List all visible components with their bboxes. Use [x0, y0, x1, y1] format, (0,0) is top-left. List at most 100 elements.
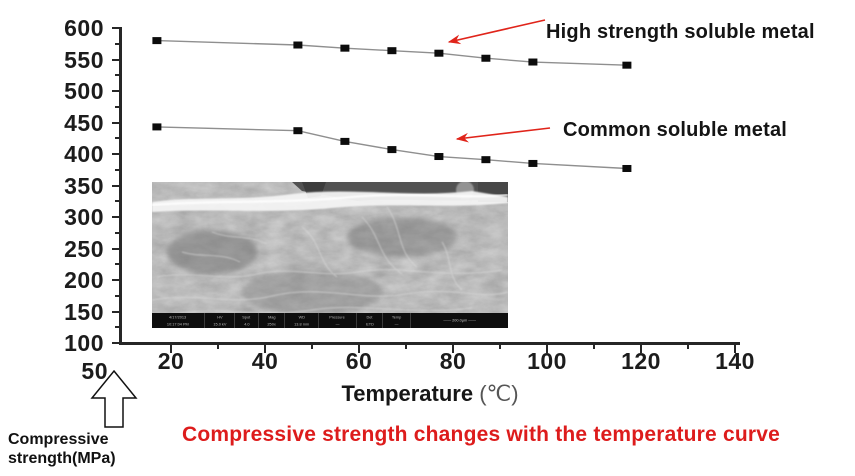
series-line-1	[156, 126, 627, 170]
y-tick-label: 350	[64, 172, 104, 199]
sem-info-label: Spot	[242, 315, 251, 319]
sem-info-column: WD 13.8 mm	[284, 313, 318, 328]
sem-info-column: HV 15.0 kV	[204, 313, 234, 328]
y-minor-tick	[115, 326, 120, 329]
sem-info-label: Temp	[391, 315, 402, 319]
y-major-tick	[112, 27, 120, 29]
series-marker	[481, 54, 491, 62]
y-axis-line	[119, 27, 122, 345]
x-minor-tick	[405, 344, 407, 349]
y-tick-label: 100	[64, 330, 104, 356]
figure-caption: Compressive strength changes with the te…	[181, 423, 780, 446]
sem-info-value: 13.8 mm	[294, 322, 309, 326]
sem-info-column: Spot 4.0	[234, 313, 258, 328]
y-tick-label: 500	[64, 78, 104, 104]
sem-info-column: Det ETD	[356, 313, 382, 328]
x-tick-label: 20	[157, 348, 185, 374]
sem-info-column: Mag 250x	[258, 313, 284, 328]
y-minor-tick	[115, 231, 120, 234]
sem-scale-label: —— 200.0µm ——	[443, 318, 476, 323]
x-axis-line	[119, 342, 740, 345]
y-tick-label: 300	[64, 204, 104, 230]
x-axis-unit: (℃)	[479, 381, 519, 406]
x-tick-label: 60	[345, 348, 373, 374]
series-marker	[481, 156, 491, 164]
y-minor-tick	[115, 74, 120, 77]
y-tick-label: 150	[64, 298, 104, 325]
series-marker	[340, 137, 350, 145]
y-tick-label: 200	[64, 267, 104, 293]
sem-info-column: 4/17/2013 10:17:04 PM	[152, 313, 204, 328]
series-marker	[293, 41, 303, 49]
sem-info-label: WD	[298, 315, 305, 319]
sem-info-value: —	[394, 322, 399, 326]
y-major-tick	[112, 90, 120, 92]
sem-info-value: —	[335, 322, 340, 326]
x-major-tick	[452, 344, 454, 353]
y-major-tick	[112, 310, 120, 313]
y-minor-tick	[115, 294, 120, 297]
y-major-tick	[112, 153, 120, 155]
sem-scale-bar: —— 200.0µm ——	[410, 313, 508, 328]
annotation-arrow-common	[455, 127, 551, 143]
series-label-common: Common soluble metal	[563, 119, 788, 141]
y-tick-label: 450	[64, 109, 104, 136]
y-major-tick	[112, 342, 120, 344]
x-major-tick	[264, 344, 266, 353]
y-tick-label: 400	[64, 141, 104, 167]
sem-info-value: 15.0 kV	[212, 322, 227, 326]
y-tick-label: 550	[64, 46, 104, 73]
x-tick-label: 100	[527, 348, 567, 374]
series-marker	[528, 159, 538, 167]
x-tick-label: 80	[439, 348, 467, 374]
y-minor-tick	[115, 263, 120, 266]
y-axis-title-line1: Compressive	[8, 431, 109, 448]
y-major-tick	[112, 247, 120, 250]
sem-info-value: 250x	[267, 322, 276, 326]
sem-info-label: 4/17/2013	[169, 315, 187, 319]
x-tick-label: 40	[251, 348, 279, 374]
series-line-0	[156, 39, 627, 66]
y-major-tick	[112, 58, 120, 61]
x-minor-tick	[217, 344, 219, 349]
y-minor-tick	[115, 200, 120, 203]
x-minor-tick	[687, 344, 689, 349]
sem-info-value: 4.0	[243, 322, 250, 326]
sem-info-label: Mag	[267, 315, 276, 319]
series-marker	[152, 123, 162, 131]
sem-micrograph-image: 4/17/2013 10:17:04 PM HV 15.0 kV Spot 4.0 Mag 2…	[152, 182, 508, 328]
y-major-tick	[112, 121, 120, 124]
series-marker	[528, 58, 538, 66]
y-minor-tick	[115, 137, 120, 140]
x-major-tick	[358, 344, 360, 353]
y-major-tick	[112, 216, 120, 218]
y-tick-label-below-axis: 50	[81, 358, 108, 384]
series-marker	[340, 44, 350, 52]
x-axis-title-text: Temperature	[341, 381, 474, 406]
y-minor-tick	[115, 105, 120, 108]
sem-info-label: Pressure	[329, 315, 346, 319]
x-major-tick	[640, 344, 642, 353]
sem-info-column: Pressure —	[318, 313, 356, 328]
sem-info-column: Temp —	[382, 313, 410, 328]
y-tick-label: 250	[64, 235, 104, 262]
y-minor-tick	[115, 168, 120, 171]
sem-texture	[152, 182, 508, 328]
x-minor-tick	[593, 344, 595, 349]
series-marker	[387, 146, 397, 154]
x-tick-label: 140	[715, 348, 755, 374]
x-major-tick	[170, 344, 172, 353]
x-tick-label: 120	[621, 348, 661, 374]
series-marker	[387, 47, 397, 55]
y-minor-tick	[115, 42, 120, 45]
x-major-tick	[546, 344, 548, 353]
annotation-arrow-high	[447, 19, 546, 45]
series-marker	[622, 61, 632, 69]
sem-info-value: 10:17:04 PM	[167, 322, 189, 326]
y-tick-label: 600	[64, 15, 104, 41]
series-layer	[152, 37, 632, 172]
series-marker	[434, 153, 444, 161]
y-major-tick	[112, 279, 120, 281]
y-axis-title: Compressive strength(MPa)	[8, 430, 116, 468]
